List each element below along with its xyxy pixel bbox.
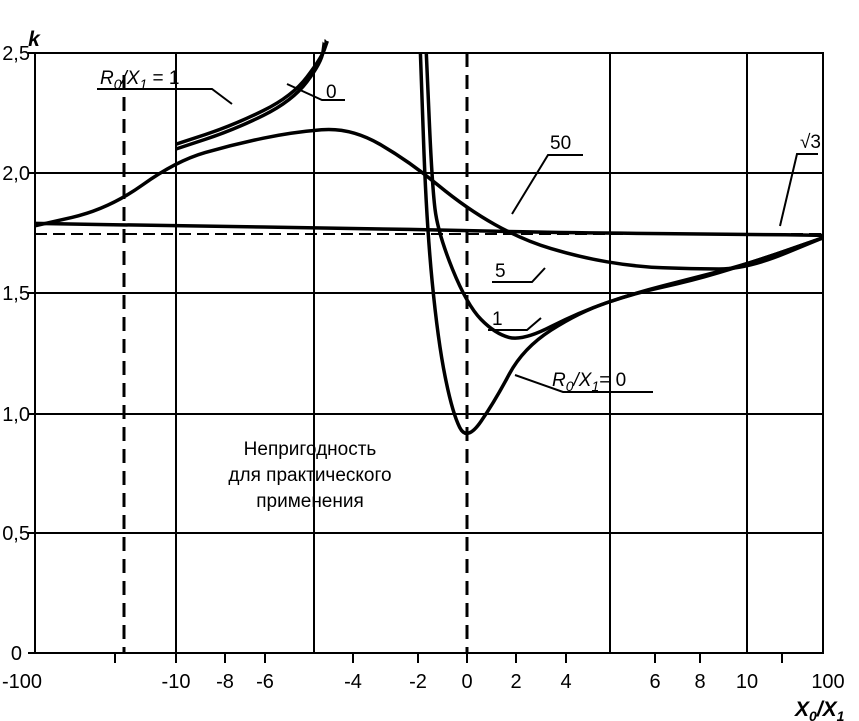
- y-tick-label: 1,0: [2, 404, 30, 426]
- x-tick-label: -8: [216, 671, 234, 693]
- x-tick-label: 100: [811, 671, 844, 693]
- y-tick-label: 2,5: [2, 43, 30, 65]
- x-axis-label-sub2: 1: [837, 708, 845, 721]
- x-tick-label: 8: [694, 671, 705, 693]
- y-tick-label: 0: [11, 643, 22, 665]
- unsuitable-line-1: Непригодность: [244, 439, 377, 460]
- unsuitable-region-text: Непригодность для практического применен…: [228, 439, 391, 512]
- leader-lines: [97, 84, 818, 392]
- x-tick-label: -6: [256, 671, 274, 693]
- leader-50: [512, 155, 583, 214]
- x-axis-label-sub: 0: [809, 708, 817, 721]
- y-tick-labels: 0 0,5 1,0 1,5 2,0 2,5: [2, 43, 30, 665]
- unsuitable-line-3: применения: [256, 491, 364, 512]
- x-tick-label: 2: [510, 671, 521, 693]
- label-0: 0: [326, 82, 337, 103]
- y-axis-label: k: [28, 28, 41, 51]
- x-tick-label: 0: [461, 671, 472, 693]
- x-tick-label: -100: [2, 671, 42, 693]
- x-tick-label: -2: [409, 671, 427, 693]
- label-r0x1-0: R0/X1= 0: [552, 370, 626, 394]
- label-5: 5: [495, 261, 506, 282]
- x-tick-label: 6: [649, 671, 660, 693]
- x-tick-labels: -100 -10 -8 -6 -4 -2 0 2 4 6 8 10 100: [2, 671, 845, 693]
- label-r0x1-1: R0/X1 = 1: [100, 68, 180, 92]
- x-tick-label: 4: [560, 671, 571, 693]
- x-tick-marks: [115, 653, 782, 663]
- y-tick-label: 0,5: [2, 523, 30, 545]
- svg-text:√3: √3: [800, 132, 821, 153]
- leader-sqrt3: [780, 154, 818, 226]
- x-tick-label: -4: [344, 671, 362, 693]
- label-50: 50: [550, 133, 571, 154]
- unsuitable-line-2: для практического: [228, 465, 391, 486]
- x-axis-label-text: X0/X1: [794, 698, 845, 721]
- y-tick-marks: [28, 53, 35, 653]
- label-1: 1: [492, 309, 503, 330]
- x-axis-label-main2: /X: [816, 698, 839, 721]
- y-tick-label: 1,5: [2, 283, 30, 305]
- label-sqrt3: √3: [800, 132, 821, 153]
- x-tick-label: -10: [162, 671, 191, 693]
- y-tick-label: 2,0: [2, 163, 30, 185]
- x-axis-label: X0/X1: [794, 698, 845, 721]
- series-group: [35, 41, 823, 433]
- x-tick-label: 10: [736, 671, 758, 693]
